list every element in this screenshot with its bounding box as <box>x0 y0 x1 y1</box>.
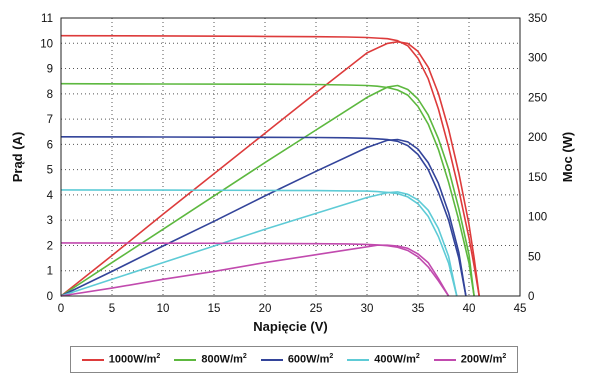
y-axis-title-power: Moc (W) <box>560 132 575 183</box>
plot-frame <box>60 17 521 297</box>
x-tick-label: 15 <box>208 303 221 315</box>
x-axis-ticks: 0 5 10 15 20 25 30 35 40 45 <box>58 303 527 315</box>
y-tick-label: 3 <box>47 215 53 227</box>
y-axis-current-ticks: 0 1 2 3 4 5 6 7 8 9 10 11 <box>40 13 53 303</box>
y-tick-label: 11 <box>41 13 53 25</box>
x-tick-label: 5 <box>109 303 115 315</box>
x-tick-label: 35 <box>412 303 425 315</box>
legend-swatch <box>433 358 456 361</box>
legend-swatch <box>260 358 283 361</box>
legend-item: 1000W/m2 <box>81 353 161 366</box>
legend-swatch <box>174 358 197 361</box>
x-tick-label: 25 <box>310 303 323 315</box>
power-curve-1000w-m2 <box>60 40 480 297</box>
y2-tick-label: 0 <box>528 291 534 303</box>
y2-tick-label: 350 <box>528 13 547 25</box>
y2-tick-label: 300 <box>528 53 547 65</box>
current-curve-600w-m2 <box>60 136 467 297</box>
current-curve-1000w-m2 <box>60 34 480 297</box>
x-tick-label: 40 <box>463 303 476 315</box>
legend-label: 1000W/m2 <box>108 353 161 366</box>
current-curve-400w-m2 <box>60 189 458 297</box>
y-axis-power-ticks: 0 50 100 150 200 250 300 350 <box>528 13 547 303</box>
x-tick-label: 45 <box>514 303 527 315</box>
y-tick-label: 9 <box>47 64 53 76</box>
y-tick-label: 7 <box>47 114 53 126</box>
power-curve-200w-m2 <box>60 244 450 297</box>
y2-tick-label: 100 <box>528 212 547 224</box>
legend-item: 600W/m2 <box>260 353 334 366</box>
y-tick-label: 2 <box>47 240 53 252</box>
power-curve-800w-m2 <box>60 84 475 297</box>
legend-swatch <box>347 358 370 361</box>
y-axis-title-current: Prąd (A) <box>10 132 25 183</box>
legend-label: 400W/m2 <box>374 353 420 366</box>
y-tick-label: 10 <box>40 38 53 50</box>
x-tick-label: 0 <box>58 303 64 315</box>
legend-item: 200W/m2 <box>433 353 507 366</box>
legend-label: 200W/m2 <box>460 353 507 366</box>
series-layer <box>60 34 480 297</box>
y2-tick-label: 150 <box>528 172 547 184</box>
legend-label: 600W/m2 <box>287 353 334 366</box>
y2-tick-label: 200 <box>528 132 547 144</box>
legend-item: 400W/m2 <box>347 353 420 366</box>
y-tick-label: 8 <box>47 89 53 101</box>
legend: 1000W/m2 800W/m2 600W/m2 400W/m2 200W/m2 <box>70 346 518 373</box>
x-tick-label: 10 <box>157 303 170 315</box>
legend-label: 800W/m2 <box>201 353 247 366</box>
x-axis-title: Napięcie (V) <box>253 319 327 334</box>
y-tick-label: 0 <box>47 291 53 303</box>
x-tick-label: 30 <box>361 303 374 315</box>
current-curve-200w-m2 <box>60 242 450 297</box>
legend-swatch <box>81 358 104 361</box>
legend-item: 800W/m2 <box>174 353 247 366</box>
x-tick-label: 20 <box>259 303 272 315</box>
y2-tick-label: 50 <box>528 251 541 263</box>
y-tick-label: 1 <box>47 266 53 278</box>
current-curve-800w-m2 <box>60 82 475 297</box>
y-tick-label: 6 <box>47 139 53 151</box>
y-tick-label: 5 <box>47 165 53 177</box>
y2-tick-label: 250 <box>528 92 547 104</box>
y-tick-label: 4 <box>47 190 54 202</box>
